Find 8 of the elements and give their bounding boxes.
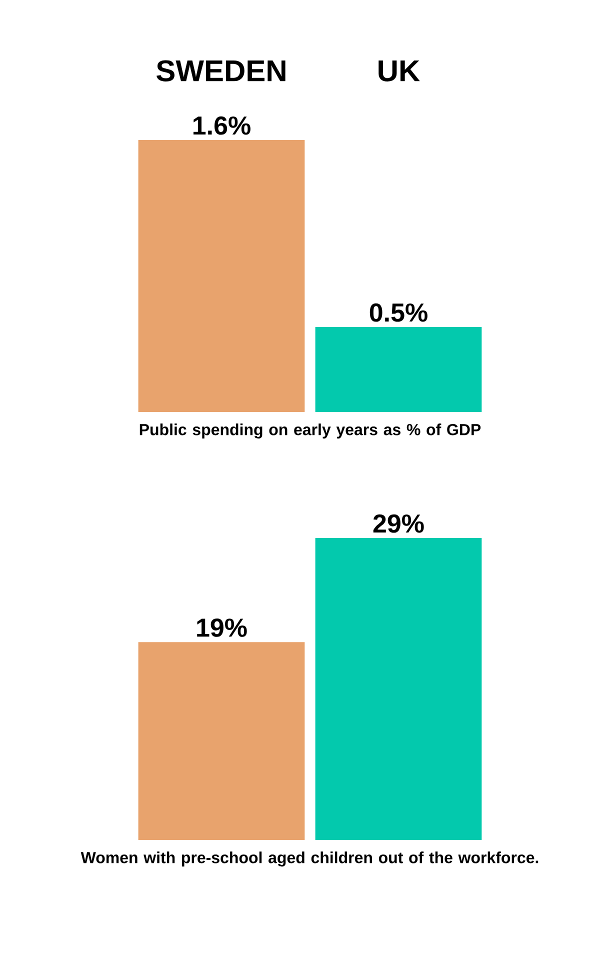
x-axis-title: Women with pre-school aged children out of the workforce. — [80, 852, 538, 867]
x-tick-label: UK — [378, 60, 420, 82]
data-label: 0.5% — [370, 303, 428, 322]
data-label: 19% — [197, 618, 247, 637]
data-label: 29% — [373, 514, 424, 533]
x-tick-label: SWEDEN — [156, 60, 286, 82]
data-label: 1.6% — [193, 116, 250, 135]
x-axis-title: Public spending on early years as % of GDP — [140, 424, 481, 439]
